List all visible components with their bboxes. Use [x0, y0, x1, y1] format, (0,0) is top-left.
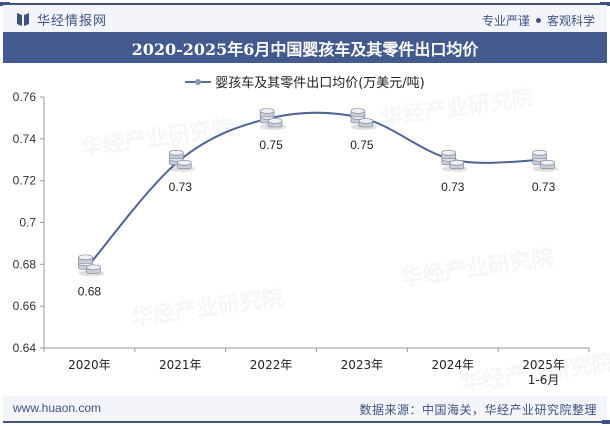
- y-tick-label: 0.68: [13, 257, 37, 271]
- motto-right: 客观科学: [546, 14, 595, 28]
- data-label: 0.68: [78, 284, 102, 298]
- data-label: 0.75: [350, 138, 374, 152]
- footer-bar: www.huaon.com 数据来源：中国海关，华经产业研究院整理: [3, 396, 607, 422]
- book-logo-icon: [17, 13, 29, 26]
- motto-left: 专业严谨: [481, 14, 530, 28]
- legend-line-marker-icon: [185, 76, 212, 88]
- top-border-cap-left: [0, 2, 10, 6]
- bottom-border-cap: [602, 420, 610, 424]
- y-tick-label: 0.64: [13, 341, 37, 355]
- chart-data-labels: 0.68 0.73 0.75 0.75 0.73 0.73: [78, 138, 556, 298]
- x-tick-label: 2020年: [68, 358, 111, 372]
- series-line: [88, 111, 544, 265]
- bottom-border-line: [3, 421, 607, 423]
- brand-name: 华经情报网: [37, 13, 108, 29]
- chart-series: [78, 108, 559, 277]
- motto: 专业严谨 客观科学: [482, 12, 595, 29]
- chart-legend: 婴孩车及其零件出口均价(万美元/吨): [0, 72, 610, 91]
- data-label: 0.73: [441, 180, 465, 194]
- x-tick-label: 1-6月: [528, 373, 560, 387]
- data-label: 0.73: [169, 180, 193, 194]
- chart-title: 2020-2025年6月中国婴孩车及其零件出口均价: [131, 39, 479, 59]
- coin-stack-marker-icon: [350, 108, 377, 130]
- y-tick-label: 0.72: [13, 174, 37, 188]
- data-label: 0.73: [532, 180, 556, 194]
- brand: 华经情报网: [17, 11, 108, 29]
- top-border-line: [0, 3, 610, 5]
- chart-axes: 0.64 0.66 0.68 0.7 0.72 0.74 0.76 2020年 2021年 202…: [13, 90, 590, 387]
- footer-url: www.huaon.com: [13, 401, 102, 415]
- x-tick-label: 2021年: [159, 358, 202, 372]
- y-tick-label: 0.76: [13, 90, 37, 104]
- top-border-cap-right: [600, 2, 610, 6]
- coin-stack-marker-icon: [168, 149, 196, 172]
- y-tick-label: 0.7: [19, 216, 36, 230]
- x-tick-label: 2024年: [431, 358, 474, 372]
- x-tick-label: 2025年: [522, 358, 565, 372]
- coin-stack-marker-icon: [259, 108, 287, 130]
- legend-label: 婴孩车及其零件出口均价(万美元/吨): [215, 76, 425, 91]
- y-tick-label: 0.74: [13, 132, 37, 146]
- x-tick-label: 2023年: [341, 358, 384, 372]
- y-tick-label: 0.66: [13, 299, 37, 313]
- title-bar: 2020-2025年6月中国婴孩车及其零件出口均价: [3, 32, 607, 63]
- data-label: 0.75: [259, 138, 283, 152]
- coin-stack-marker-icon: [532, 149, 559, 172]
- data-source: 数据来源：中国海关，华经产业研究院整理: [359, 403, 597, 417]
- bullet-dot-icon: [535, 18, 541, 23]
- coin-stack-marker-icon: [441, 149, 468, 172]
- x-tick-label: 2022年: [250, 358, 293, 372]
- coin-stack-marker-icon: [78, 254, 105, 277]
- header-bar: 华经情报网 专业严谨 客观科学: [3, 5, 607, 32]
